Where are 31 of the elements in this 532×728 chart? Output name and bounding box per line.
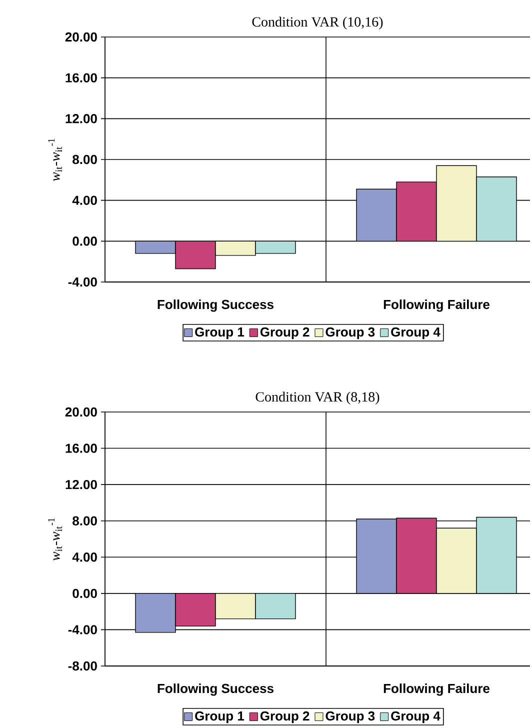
x-tick-label: Following Success — [158, 300, 274, 312]
y-tick-label: -4.00 — [68, 277, 97, 287]
legend-label: Group 3 — [326, 711, 375, 724]
y-tick-label: -8.00 — [68, 661, 97, 671]
y-tick-label: 0.00 — [72, 588, 97, 598]
y-axis-title: w$_{it}$-w$_{it}$-1 — [48, 518, 62, 561]
x-tick-label: Following Failure — [384, 300, 490, 312]
y-tick-label: 20.00 — [65, 32, 97, 42]
x-tick-label: Following Success — [158, 684, 274, 696]
legend-label: Group 4 — [391, 327, 440, 340]
y-axis-title: w$_{it}$-w$_{it}$-1 — [48, 138, 62, 182]
y-tick-label: 16.00 — [66, 444, 97, 453]
legend-label: Group 4 — [391, 711, 440, 724]
chart-title: Condition VAR (10,16) — [252, 16, 383, 30]
y-tick-label: 12.00 — [66, 480, 97, 490]
y-tick-label: 8.00 — [72, 154, 97, 164]
x-tick-label: Following Failure — [384, 684, 490, 696]
y-tick-label: 4.00 — [72, 552, 97, 562]
y-tick-label: 0.00 — [72, 236, 97, 246]
legend-label: Group 2 — [260, 711, 310, 724]
legend-label: Group 1 — [195, 327, 244, 340]
chart-title: Condition VAR (8,18) — [256, 392, 380, 404]
y-tick-label: 4.00 — [72, 196, 97, 205]
y-tick-label: 16.00 — [66, 73, 97, 82]
legend-label: Group 3 — [326, 327, 375, 340]
y-tick-label: 12.00 — [66, 114, 97, 124]
legend-label: Group 1 — [195, 711, 244, 724]
y-tick-label: 20.00 — [65, 407, 97, 417]
y-tick-label: -4.00 — [68, 625, 97, 634]
y-tick-label: 8.00 — [72, 516, 97, 526]
legend-label: Group 2 — [260, 327, 310, 340]
